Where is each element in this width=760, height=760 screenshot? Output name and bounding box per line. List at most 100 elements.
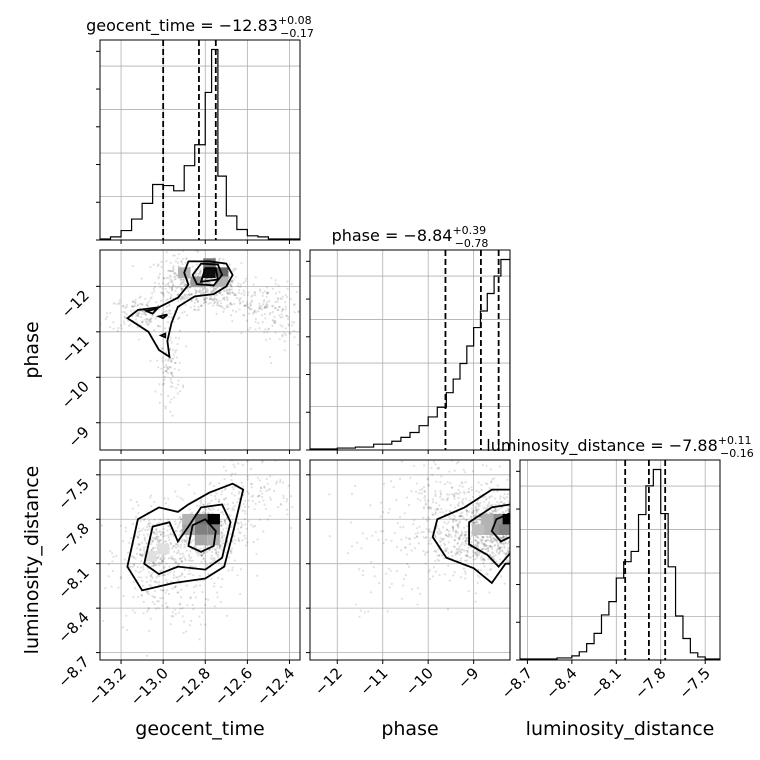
sample-point bbox=[222, 534, 226, 537]
sample-point bbox=[387, 511, 390, 514]
sample-point bbox=[135, 313, 138, 316]
sample-point bbox=[179, 574, 182, 578]
sample-point bbox=[511, 546, 513, 548]
sample-point bbox=[175, 542, 178, 546]
sample-point bbox=[206, 511, 210, 514]
sample-point bbox=[193, 301, 196, 304]
sample-point bbox=[161, 360, 164, 363]
sample-point bbox=[295, 290, 298, 294]
sample-point bbox=[214, 559, 217, 562]
sample-point bbox=[464, 533, 468, 536]
sample-point bbox=[221, 490, 224, 493]
sample-point bbox=[236, 574, 239, 577]
sample-point bbox=[246, 475, 249, 478]
sample-point bbox=[281, 335, 284, 338]
sample-point bbox=[132, 564, 136, 567]
sample-point bbox=[178, 602, 182, 605]
sample-point bbox=[270, 361, 273, 365]
sample-point bbox=[254, 311, 258, 314]
sample-point bbox=[443, 544, 447, 547]
sample-point bbox=[178, 316, 181, 319]
sample-point bbox=[305, 327, 307, 329]
sample-point bbox=[427, 516, 430, 519]
contour-line bbox=[143, 503, 232, 576]
sample-point bbox=[386, 610, 389, 613]
sample-point bbox=[167, 269, 170, 272]
sample-point bbox=[471, 495, 474, 499]
sample-point bbox=[164, 578, 168, 581]
sample-point bbox=[166, 581, 169, 584]
sample-point bbox=[502, 542, 505, 546]
sample-point bbox=[234, 472, 237, 475]
sample-point bbox=[273, 307, 277, 310]
sample-point bbox=[171, 285, 174, 289]
sample-point bbox=[200, 292, 203, 295]
sample-point bbox=[281, 295, 284, 298]
sample-point bbox=[264, 317, 267, 320]
sample-point bbox=[238, 285, 242, 288]
sample-point bbox=[225, 306, 228, 309]
sample-point bbox=[440, 475, 443, 478]
sample-point bbox=[275, 480, 279, 483]
sample-point bbox=[172, 357, 175, 360]
sample-point bbox=[198, 584, 202, 587]
sample-point bbox=[464, 536, 467, 539]
sample-point bbox=[500, 575, 503, 578]
sample-point bbox=[422, 550, 425, 553]
sample-point bbox=[502, 496, 505, 499]
sample-point bbox=[515, 523, 517, 525]
sample-point bbox=[396, 521, 399, 525]
sample-point bbox=[422, 530, 425, 534]
sample-point bbox=[495, 539, 499, 542]
sample-point bbox=[452, 528, 455, 531]
sample-point bbox=[182, 555, 185, 558]
sample-point bbox=[156, 264, 159, 267]
sample-point bbox=[154, 390, 157, 393]
hist-bar-outline bbox=[310, 258, 510, 450]
sample-point bbox=[441, 510, 444, 514]
sample-point bbox=[161, 347, 165, 350]
sample-point bbox=[185, 542, 189, 545]
sample-point bbox=[456, 541, 459, 545]
sample-point bbox=[393, 531, 396, 534]
sample-point bbox=[199, 623, 202, 626]
sample-point bbox=[503, 502, 506, 505]
sample-point bbox=[140, 321, 143, 324]
sample-point bbox=[455, 462, 459, 465]
sample-point bbox=[231, 486, 234, 489]
sample-point bbox=[250, 299, 253, 302]
sample-point bbox=[461, 511, 464, 514]
sample-point bbox=[471, 512, 474, 515]
sample-point bbox=[196, 554, 200, 557]
sample-point bbox=[265, 477, 268, 480]
sample-point bbox=[406, 553, 409, 556]
sample-point bbox=[177, 549, 180, 552]
sample-point bbox=[423, 490, 426, 494]
x-axis-label-geocent_time: geocent_time bbox=[135, 718, 264, 740]
sample-point bbox=[475, 509, 478, 512]
sample-point bbox=[480, 535, 484, 539]
density-cell bbox=[499, 513, 510, 525]
sample-point bbox=[263, 486, 266, 489]
sample-point bbox=[438, 504, 441, 507]
sample-point bbox=[258, 288, 261, 291]
sample-point bbox=[455, 492, 458, 495]
sample-point bbox=[435, 501, 438, 505]
sample-point bbox=[516, 539, 518, 541]
sample-point bbox=[171, 269, 174, 273]
sample-point bbox=[143, 312, 146, 315]
sample-point bbox=[435, 550, 438, 554]
sample-point bbox=[169, 401, 172, 404]
sample-point bbox=[193, 545, 196, 548]
sample-point bbox=[423, 489, 426, 492]
sample-point bbox=[419, 592, 422, 595]
sample-point bbox=[183, 557, 187, 560]
sample-point bbox=[169, 380, 172, 383]
sample-point bbox=[458, 515, 461, 518]
sample-point bbox=[436, 554, 439, 557]
sample-point bbox=[156, 556, 159, 559]
sample-point bbox=[493, 543, 497, 546]
sample-point bbox=[223, 503, 226, 506]
sample-point bbox=[172, 268, 175, 271]
sample-point bbox=[216, 302, 219, 305]
